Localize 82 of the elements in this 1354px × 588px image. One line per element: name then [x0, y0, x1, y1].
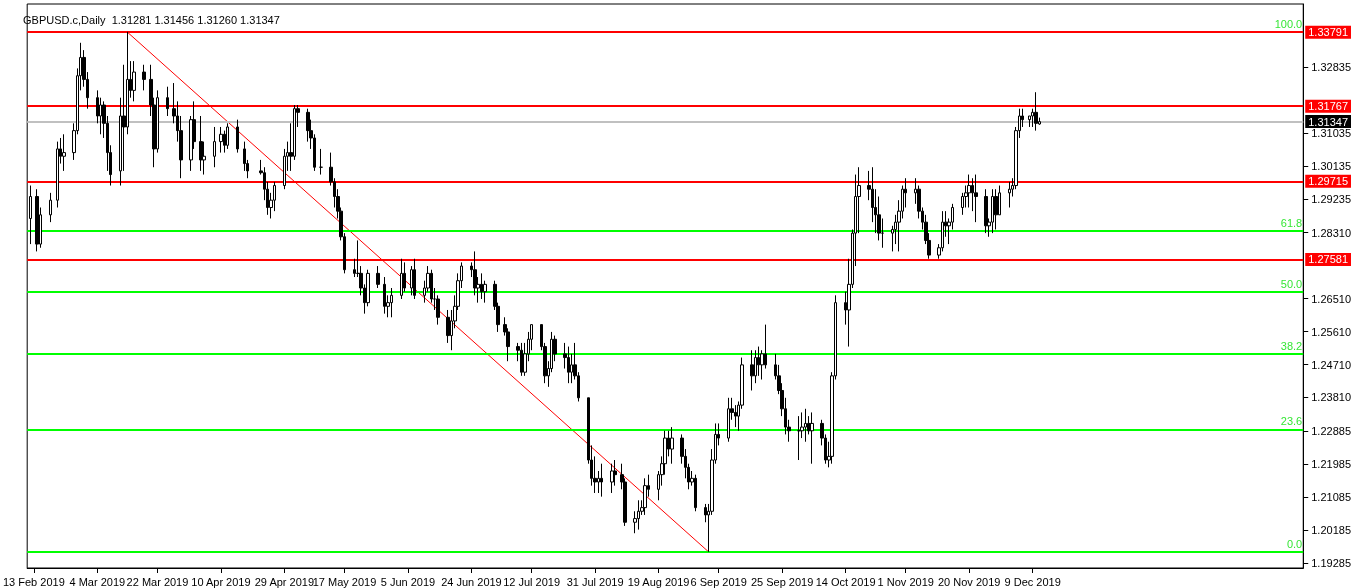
x-tick-label: 1 Nov 2019: [877, 575, 934, 588]
y-tick-label: 1.22885: [1311, 425, 1351, 438]
candlestick: [213, 126, 216, 168]
candlestick: [62, 133, 66, 172]
candlestick: [1034, 91, 1038, 132]
ref-line-label: 1.29715: [1308, 175, 1348, 188]
x-tick-label: 31 Jul 2019: [566, 575, 624, 588]
candlestick: [390, 287, 393, 318]
candlestick: [670, 426, 674, 465]
x-tick-label: 14 Oct 2019: [815, 575, 876, 588]
annotation: 50.0: [1280, 278, 1303, 291]
y-tick-label: 1.32835: [1311, 61, 1351, 74]
candlestick: [637, 499, 640, 531]
annotation: 23.6: [1280, 415, 1303, 428]
x-tick-label: 5 Jun 2019: [380, 575, 436, 588]
candlestick: [974, 174, 978, 223]
x-tick-label: 25 Sep 2019: [750, 575, 814, 588]
candlestick: [1008, 181, 1011, 208]
x-tick-label: 29 Apr 2019: [254, 575, 315, 588]
x-tick-label: 10 Apr 2019: [191, 575, 251, 588]
y-tick-label: 1.19285: [1311, 557, 1351, 570]
y-tick-label: 1.29235: [1311, 192, 1351, 205]
candlestick: [984, 188, 988, 234]
candlestick: [132, 60, 136, 102]
candlestick: [810, 411, 814, 465]
candlestick: [319, 148, 323, 176]
x-tick-label: 19 Aug 2019: [627, 575, 690, 588]
candlestick: [694, 474, 697, 512]
annotation: 100.0: [1274, 18, 1303, 31]
candlestick: [142, 64, 146, 91]
x-tick-label: 6 Sep 2019: [690, 575, 747, 588]
candlestick: [49, 192, 52, 223]
y-tick-label: 1.30135: [1311, 159, 1351, 172]
candlestick: [610, 463, 614, 494]
y-tick-label: 1.25610: [1311, 325, 1351, 338]
candlestick: [994, 188, 998, 230]
x-tick-label: 12 Jul 2019: [503, 575, 561, 588]
candlestick: [520, 342, 523, 377]
candlestick: [567, 346, 570, 384]
y-tick-label: 1.21985: [1311, 458, 1351, 471]
candlestick: [600, 463, 603, 498]
candlestick: [166, 86, 169, 117]
y-tick-label: 1.20185: [1311, 524, 1351, 537]
candlestick: [797, 415, 801, 461]
candlestick: [727, 397, 730, 443]
candlestick: [413, 258, 416, 300]
candlestick: [991, 188, 994, 234]
annotation: 0.0: [1286, 537, 1303, 550]
x-tick-label: 17 May 2019: [312, 575, 377, 588]
candlestick: [643, 477, 647, 516]
candlestick: [400, 258, 403, 300]
candlestick: [383, 276, 386, 315]
candlestick: [967, 174, 971, 208]
annotation: 38.2: [1280, 339, 1303, 352]
y-tick-label: 1.21085: [1311, 491, 1351, 504]
candlestick: [750, 349, 754, 391]
x-tick-label: 9 Dec 2019: [1004, 575, 1061, 588]
candlestick: [35, 188, 39, 252]
y-tick-label: 1.23810: [1311, 391, 1351, 404]
candlestick: [199, 115, 203, 172]
ref-line-label: 1.27581: [1308, 253, 1348, 266]
candlestick: [56, 141, 59, 208]
candlestick: [226, 122, 229, 150]
x-tick-label: 20 Nov 2019: [938, 575, 1001, 588]
candlestick: [804, 408, 807, 443]
x-tick-label: 13 Feb 2019: [2, 575, 65, 588]
candlestick: [29, 185, 32, 245]
x-tick-label: 24 Jun 2019: [441, 575, 502, 588]
annotation: 61.8: [1280, 216, 1303, 229]
candlestick: [376, 265, 380, 289]
y-tick-label: 1.24710: [1311, 358, 1351, 371]
candlestick: [219, 126, 223, 154]
x-tick-label: 22 Mar 2019: [126, 575, 189, 588]
ref-line-label: 1.31347: [1308, 115, 1348, 128]
y-tick-label: 1.26510: [1311, 292, 1351, 305]
x-tick-label: 4 Mar 2019: [69, 575, 126, 588]
ref-line-label: 1.31767: [1308, 100, 1348, 113]
ref-line-label: 1.33791: [1308, 26, 1348, 39]
y-tick-label: 1.31035: [1311, 127, 1351, 140]
candlestick: [236, 119, 239, 154]
candlestick: [480, 272, 483, 300]
y-tick-label: 1.28310: [1311, 226, 1351, 239]
